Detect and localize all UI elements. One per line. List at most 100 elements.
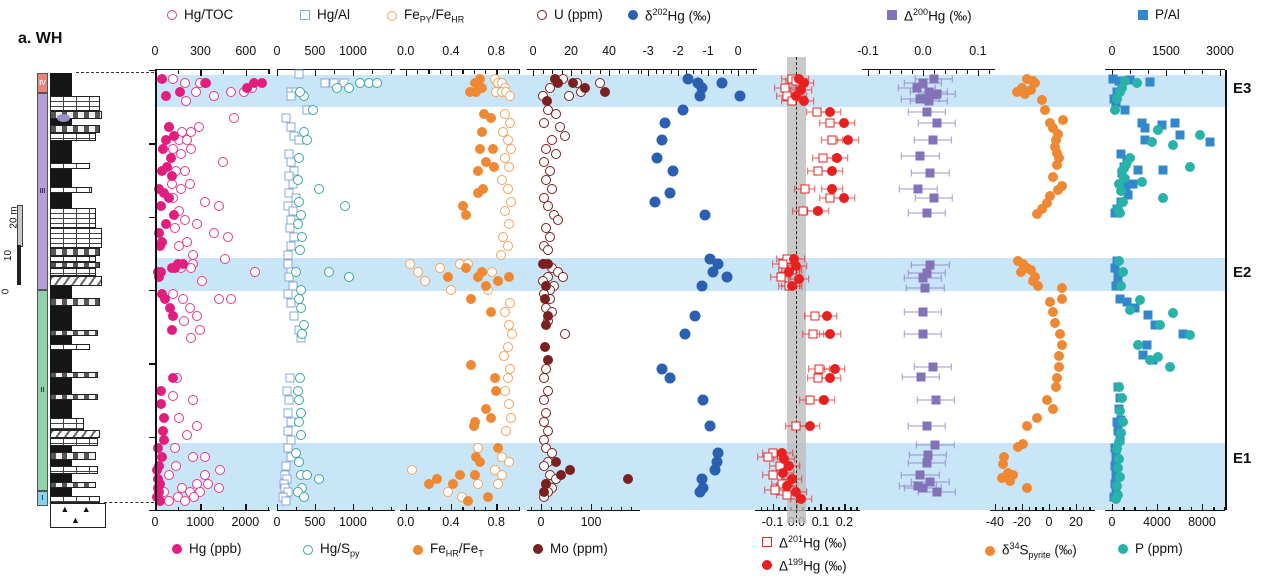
- data-point-P (ppm): [1131, 78, 1142, 89]
- data-point-FeHR/FeT: [473, 271, 484, 282]
- axis-tick: [766, 506, 768, 510]
- data-point-P (ppm): [1155, 320, 1166, 331]
- data-point-FeHR/FeT: [475, 456, 486, 467]
- axis-tick: [1201, 70, 1204, 74]
- reference-band: [786, 57, 807, 523]
- axis-tick: [405, 70, 408, 76]
- lith-unit: [50, 330, 98, 336]
- axis-tick: [723, 70, 725, 74]
- data-point-Hg (ppb): [152, 443, 163, 454]
- data-point-Hg/TOC: [199, 197, 210, 207]
- data-point-U (ppm): [564, 91, 575, 102]
- axis-tick: [561, 506, 563, 510]
- data-point-P/Al: [1175, 130, 1185, 140]
- lith-unit: [50, 460, 72, 466]
- legend-label: Δ199Hg (‰): [779, 557, 847, 574]
- data-point-Hg/Al: [283, 426, 293, 436]
- data-point-U (ppm): [543, 425, 554, 436]
- data-point-P (ppm): [1118, 417, 1128, 427]
- data-point-Hg/Spy: [344, 82, 355, 93]
- axis-tick: [371, 506, 374, 510]
- axis-tick: [621, 506, 623, 510]
- data-point-U (ppm): [541, 175, 552, 185]
- axis-tick: [561, 70, 563, 74]
- axis-tick: [640, 70, 642, 74]
- data-point-Hg/TOC: [168, 390, 179, 401]
- data-point-D201Hg: [825, 193, 835, 203]
- data-point-Hg/Spy: [301, 135, 312, 146]
- data-point-FeHR/FeT: [469, 469, 480, 480]
- data-point-d34Spyrite: [1044, 296, 1055, 307]
- axis-tick: [507, 70, 509, 74]
- lith-unit: [50, 496, 100, 503]
- data-point-d202Hg: [712, 258, 724, 270]
- data-point-Hg (ppb): [156, 73, 167, 84]
- legend-item: U (ppm): [537, 7, 603, 22]
- data-point-Hg (ppb): [200, 78, 211, 89]
- data-point-d34Spyrite: [1036, 204, 1047, 215]
- data-point-FePY/FeHR: [503, 161, 514, 172]
- axis-line: [400, 69, 520, 70]
- connector-dash: [76, 72, 154, 73]
- data-point-d34Spyrite: [999, 452, 1010, 463]
- data-point-d34Spyrite: [1048, 123, 1059, 134]
- lith-unit: [50, 298, 100, 306]
- data-point-d34Spyrite: [1041, 395, 1052, 405]
- data-point-d202Hg: [659, 117, 671, 129]
- data-point-D199Hg: [791, 260, 802, 271]
- data-point-FePY/FeHR: [473, 478, 484, 489]
- panel-d202-panel: -3 -2 -1 0: [640, 44, 757, 510]
- data-point-FeHR/FeT: [491, 386, 502, 397]
- data-point-P/Al: [1138, 350, 1148, 360]
- depth-tick: [149, 436, 155, 439]
- data-point-FeHR/FeT: [475, 144, 486, 155]
- data-point-FePY/FeHR: [495, 249, 506, 260]
- legend-label: Δ201Hg (‰): [779, 534, 847, 551]
- axis-tick: [473, 70, 475, 74]
- data-point-d34Spyrite: [1058, 115, 1068, 126]
- axis-line: [277, 510, 395, 511]
- data-point-Mo (ppm): [565, 465, 575, 476]
- data-point-D201Hg: [810, 311, 820, 321]
- data-point-P/Al: [1137, 118, 1147, 128]
- data-point-D200Hg: [923, 450, 933, 460]
- data-point-Hg/Spy: [293, 219, 304, 229]
- data-point-Mo (ppm): [541, 320, 551, 331]
- data-point-D201Hg: [827, 135, 837, 145]
- axis-tick: [1190, 506, 1193, 510]
- data-point-Hg/Al: [281, 461, 291, 471]
- lith-unit: [50, 262, 100, 268]
- circle-marker: [762, 560, 772, 571]
- data-point-Hg (ppb): [164, 302, 175, 313]
- axis-tick: [631, 506, 633, 510]
- data-point-Mo (ppm): [541, 280, 551, 291]
- axis-tick: [428, 70, 430, 74]
- data-point-U (ppm): [545, 232, 556, 243]
- lith-unit: [50, 248, 100, 256]
- data-point-P (ppm): [1115, 280, 1126, 291]
- axis-tick-label: -40: [985, 515, 1005, 529]
- data-point-d34Spyrite: [1048, 307, 1059, 317]
- axis-tick: [1111, 504, 1114, 510]
- axis-tick: [462, 506, 464, 510]
- data-point-FeHR/FeT: [458, 201, 469, 212]
- data-point-Hg/Al: [286, 91, 296, 101]
- scal​ebar-label: 0: [0, 288, 12, 295]
- data-point-FePY/FeHR: [507, 329, 518, 339]
- data-point-P (ppm): [1110, 104, 1120, 115]
- axis-tick: [1201, 504, 1204, 510]
- axis-tick: [760, 506, 762, 510]
- axis-tick: [1156, 504, 1159, 510]
- data-point-Hg/TOC: [180, 496, 191, 507]
- axis-tick-label: 0.8: [487, 44, 505, 58]
- data-point-FePY/FeHR: [405, 258, 416, 269]
- axis-tick: [352, 504, 355, 510]
- data-point-Mo (ppm): [580, 82, 590, 93]
- data-point-P (ppm): [1112, 463, 1123, 474]
- data-point-D199Hg: [839, 192, 850, 203]
- data-point-d202Hg: [734, 90, 746, 102]
- axis-tick: [507, 506, 509, 510]
- panel-umo-panel: 0 20 40 0 100: [527, 44, 640, 529]
- data-point-d202Hg: [682, 73, 694, 85]
- data-point-D199Hg: [843, 135, 853, 146]
